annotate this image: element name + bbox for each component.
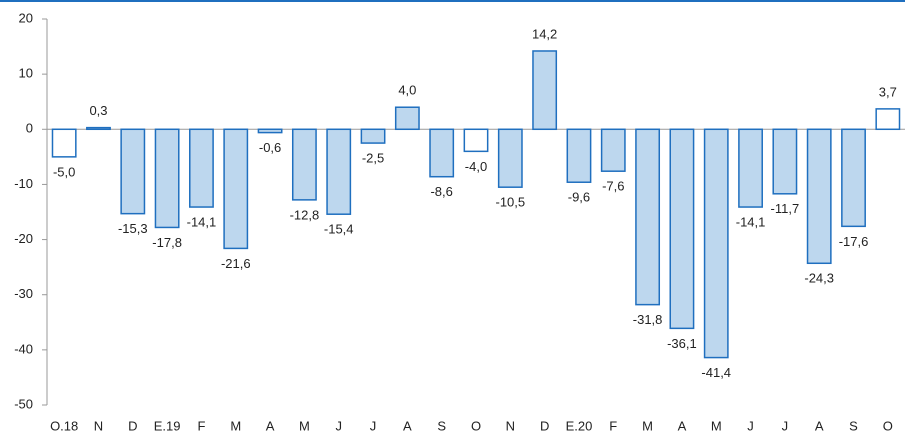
value-label: -0,6 — [259, 140, 281, 155]
y-tick-label: -30 — [14, 286, 33, 301]
x-tick-label: N — [506, 418, 515, 433]
x-tick-label: J — [782, 418, 789, 433]
value-label: -11,7 — [771, 201, 800, 216]
value-label: -14,1 — [736, 214, 766, 229]
x-tick-label: O — [883, 418, 893, 433]
value-label: -21,6 — [221, 256, 251, 271]
bar — [806, 128, 832, 265]
x-tick-label: A — [815, 418, 824, 433]
x-tick-label: E.20 — [566, 418, 593, 433]
x-tick-label: M — [642, 418, 653, 433]
x-tick-label: D — [540, 418, 549, 433]
y-tick-label: 10 — [19, 66, 33, 81]
value-label: -31,8 — [633, 312, 663, 327]
bar — [189, 128, 214, 208]
bar — [326, 128, 352, 215]
value-label: 4,0 — [398, 83, 416, 98]
x-tick-label: O.18 — [50, 418, 78, 433]
value-label: -2,5 — [362, 151, 384, 166]
value-label: 0,3 — [89, 103, 107, 118]
value-label: -10,5 — [495, 195, 525, 210]
bar — [291, 128, 317, 201]
value-label: -15,4 — [324, 222, 354, 237]
value-label: -14,1 — [187, 214, 217, 229]
y-tick-label: -40 — [14, 341, 33, 356]
x-tick-label: A — [403, 418, 412, 433]
x-tick-label: M — [230, 418, 241, 433]
x-tick-label: O — [471, 418, 481, 433]
bar — [154, 128, 180, 229]
bar — [772, 128, 798, 195]
x-tick-label: S — [849, 418, 858, 433]
x-tick-label: M — [299, 418, 310, 433]
value-label: -9,6 — [568, 190, 590, 205]
bar — [532, 50, 558, 131]
bar — [703, 128, 729, 359]
y-tick-label: -20 — [14, 231, 33, 246]
value-label: -4,0 — [465, 159, 487, 174]
value-label: -41,4 — [701, 365, 731, 380]
x-tick-label: J — [747, 418, 754, 433]
bar — [875, 108, 901, 131]
value-label: -17,6 — [839, 234, 869, 249]
value-label: -12,8 — [290, 207, 320, 222]
x-tick-label: N — [94, 418, 103, 433]
value-label: -8,6 — [430, 184, 452, 199]
bar — [463, 128, 489, 153]
x-tick-label: F — [197, 418, 205, 433]
x-tick-label: S — [437, 418, 446, 433]
bar — [566, 128, 592, 183]
value-label: 3,7 — [879, 84, 897, 99]
y-tick-label: -10 — [14, 176, 33, 191]
bar — [841, 128, 866, 228]
bar — [360, 128, 386, 144]
bar — [429, 128, 455, 178]
value-label: -15,3 — [118, 221, 148, 236]
x-tick-label: D — [128, 418, 137, 433]
bar — [600, 128, 626, 172]
y-tick-label: -50 — [14, 396, 33, 411]
value-label: -24,3 — [804, 271, 834, 286]
bar — [497, 128, 523, 188]
bar — [738, 128, 763, 208]
bar — [51, 128, 77, 158]
bar — [257, 128, 283, 134]
x-tick-label: F — [609, 418, 617, 433]
value-label: -5,0 — [53, 164, 75, 179]
bar — [394, 106, 420, 131]
bar — [635, 128, 661, 306]
x-tick-label: E.19 — [154, 418, 181, 433]
x-tick-label: J — [370, 418, 377, 433]
value-label: 14,2 — [532, 26, 557, 41]
bar — [669, 128, 695, 330]
bar — [223, 128, 249, 250]
x-tick-label: A — [266, 418, 275, 433]
bar — [86, 126, 111, 131]
value-label: -17,8 — [152, 235, 182, 250]
value-label: -7,6 — [602, 179, 624, 194]
x-tick-label: J — [335, 418, 342, 433]
bar — [120, 128, 146, 215]
y-tick-label: 20 — [19, 10, 33, 25]
value-label: -36,1 — [667, 336, 697, 351]
x-tick-label: A — [678, 418, 687, 433]
y-tick-label: 0 — [26, 121, 33, 136]
x-tick-label: M — [711, 418, 722, 433]
